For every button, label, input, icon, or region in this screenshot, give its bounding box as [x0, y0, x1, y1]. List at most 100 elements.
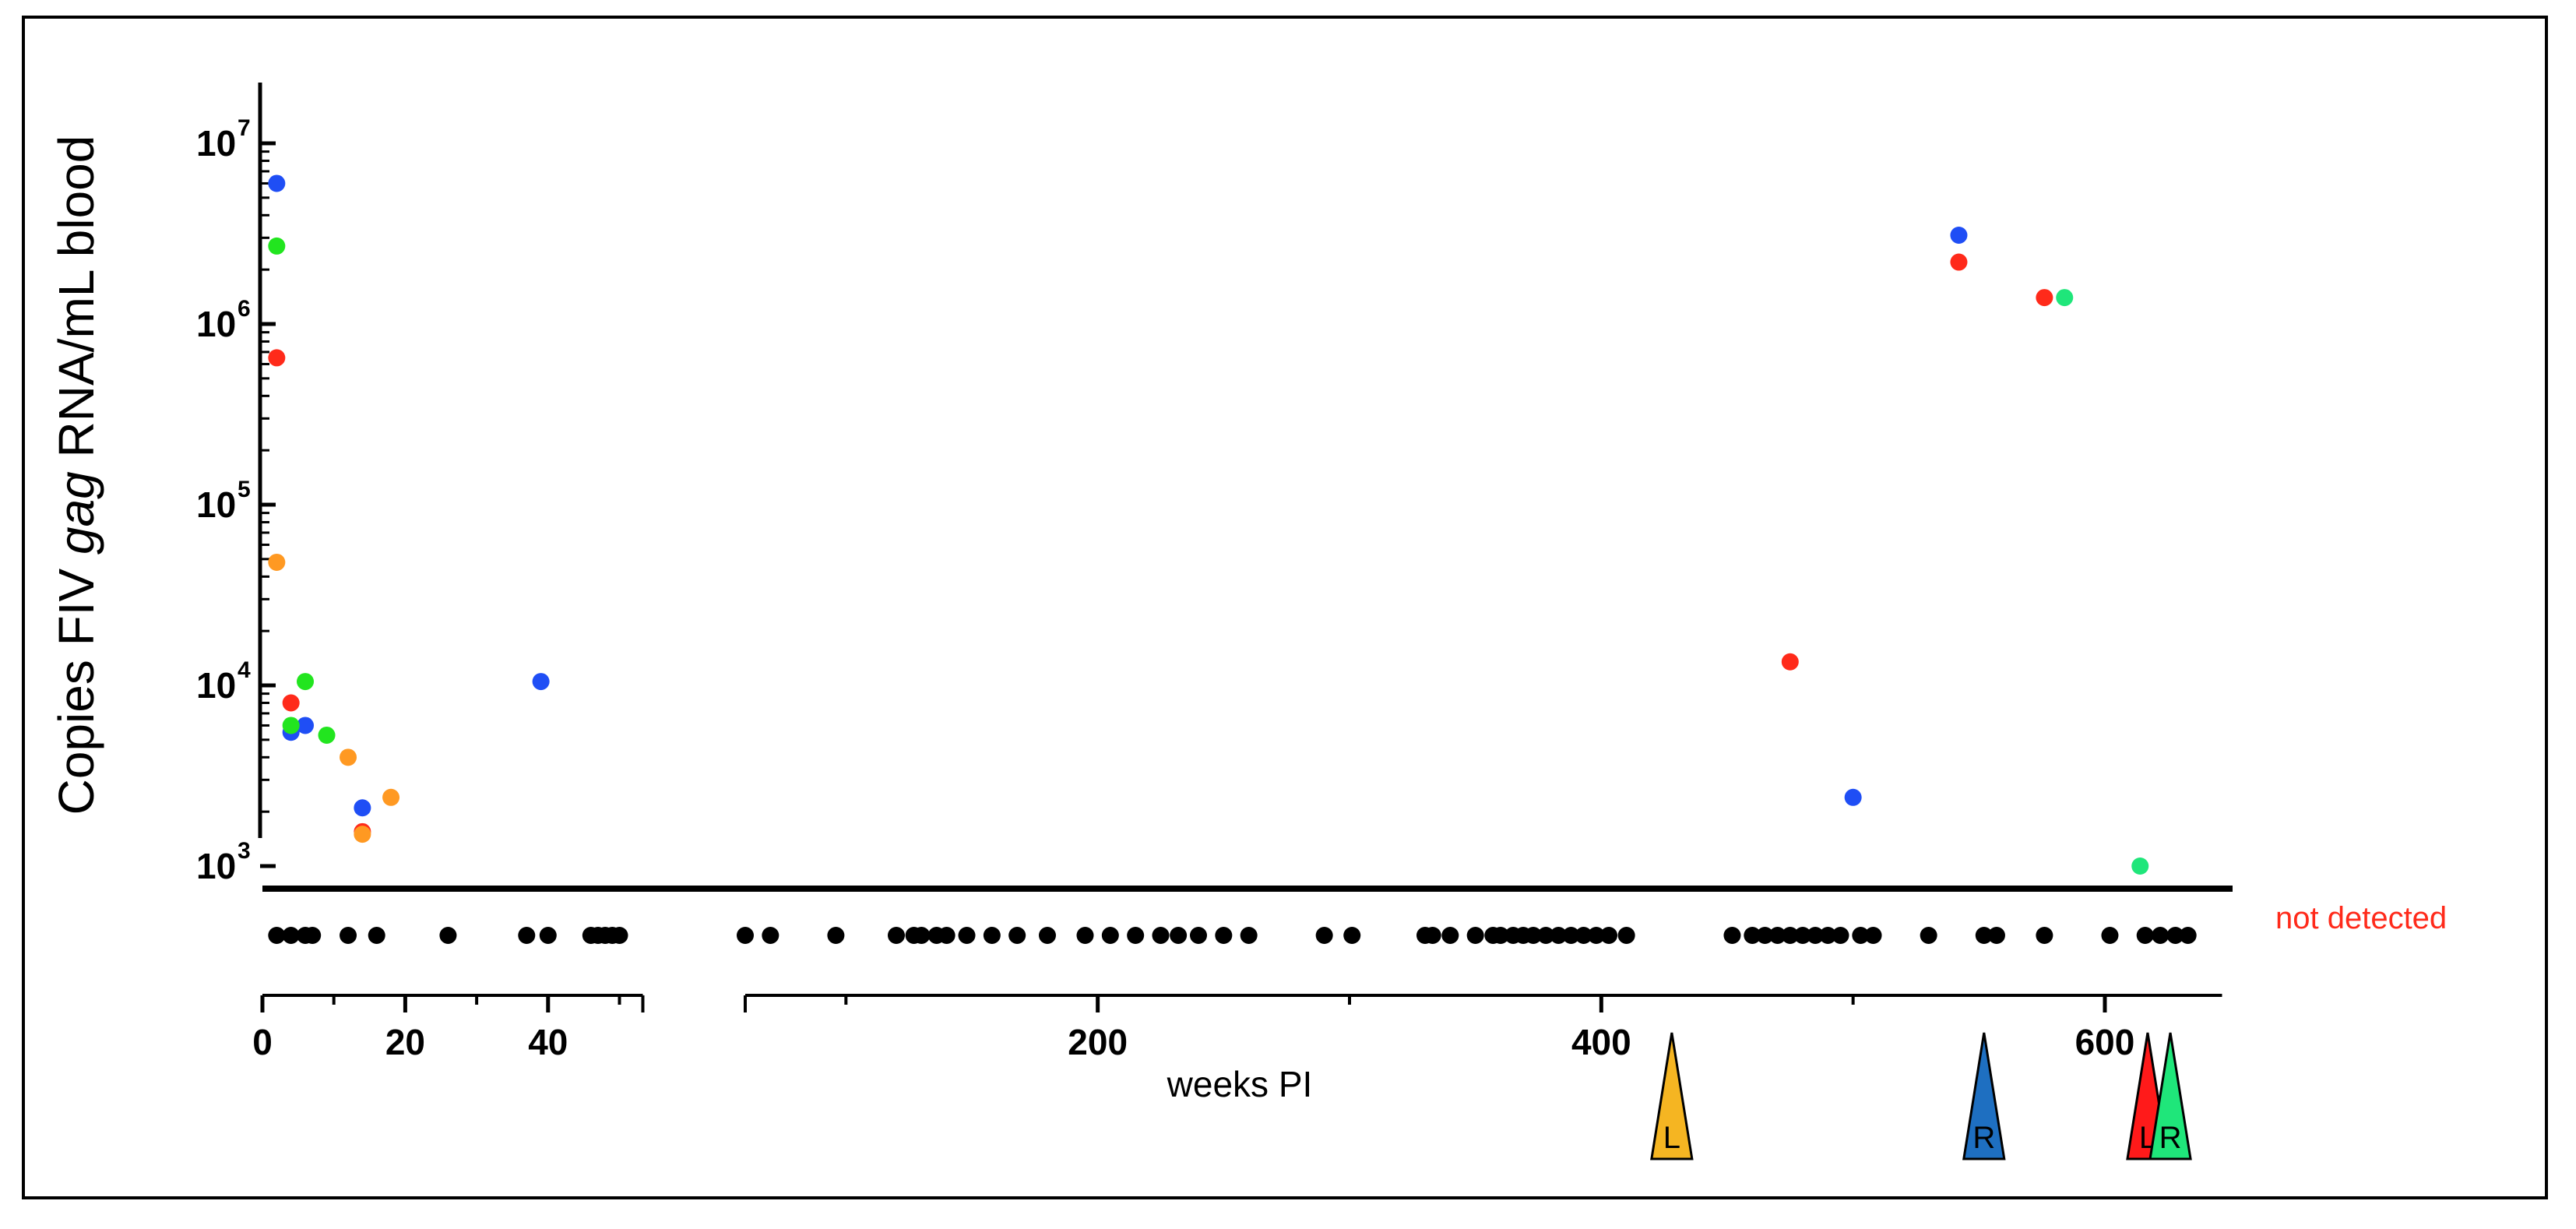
not-detected-point [1038, 927, 1056, 944]
not-detected-point [1768, 927, 1786, 944]
x-ticks: 0 20 40 200 400 600 [252, 995, 2134, 1062]
not-detected-point [1852, 927, 1870, 944]
not-detected-point [1076, 927, 1094, 944]
not-detected-point [2101, 927, 2119, 944]
not-detected-point [2136, 927, 2154, 944]
not-detected-point [1152, 927, 1170, 944]
not-detected-point [1587, 927, 1605, 944]
not-detected-point [958, 927, 976, 944]
data-point [268, 349, 286, 367]
data-points [268, 174, 2149, 875]
not-detected-point [1127, 927, 1145, 944]
y-tick-exponent: 6 [238, 296, 251, 322]
not-detected-point [1744, 927, 1761, 944]
not-detected-point [304, 927, 322, 944]
not-detected-point [1832, 927, 1849, 944]
not-detected-point [2152, 927, 2170, 944]
not-detected-point [1008, 927, 1026, 944]
not-detected-point [1315, 927, 1333, 944]
not-detected-point [282, 927, 300, 944]
not-detected-point [1756, 927, 1774, 944]
y-tick-label: 10 [196, 846, 236, 886]
x-axis: 0 20 40 200 400 600 [252, 994, 2222, 1062]
not-detected-point [1807, 927, 1825, 944]
chart-frame: 10 3 10 4 10 5 10 6 10 7 Copies FIV gag RNA/mL bl… [22, 16, 2548, 1199]
not-detected-point [938, 927, 955, 944]
x-tick-label: 200 [1068, 1022, 1128, 1062]
y-tick-exponent: 3 [238, 838, 251, 864]
not-detected-point [368, 927, 385, 944]
not-detected-point [1864, 927, 1882, 944]
not-detected-point [1423, 927, 1441, 944]
y-axis-title-italic: gag [48, 471, 104, 555]
data-point [2036, 289, 2053, 307]
not-detected-point [1170, 927, 1188, 944]
not-detected-point [1550, 927, 1568, 944]
data-point [297, 673, 315, 691]
not-detected-point [539, 927, 557, 944]
y-axis-title-part: Copies FIV [48, 555, 104, 815]
not-detected-point [983, 927, 1001, 944]
not-detected-point [1975, 927, 1993, 944]
not-detected-point [762, 927, 779, 944]
data-point [2131, 857, 2149, 875]
x-tick-label: 600 [2075, 1022, 2135, 1062]
x-axis-title: weeks PI [1167, 1064, 1313, 1104]
not-detected-point [1781, 927, 1799, 944]
not-detected-point [1101, 927, 1119, 944]
event-marker-triangle [2148, 1032, 2192, 1160]
not-detected-point [913, 927, 931, 944]
y-tick-exponent: 5 [238, 477, 251, 502]
not-detected-point [2166, 927, 2184, 944]
not-detected-point [1793, 927, 1811, 944]
not-detected-point [1617, 927, 1635, 944]
not-detected-point [887, 927, 905, 944]
y-tick-exponent: 4 [238, 657, 251, 683]
event-marker-label: R [1972, 1121, 1995, 1155]
not-detected-point [1215, 927, 1233, 944]
y-axis-title-group: Copies FIV gag RNA/mL blood [48, 136, 104, 815]
not-detected-point [1441, 927, 1459, 944]
not-detected-points [268, 927, 2197, 944]
not-detected-point [1562, 927, 1580, 944]
not-detected-point [1491, 927, 1509, 944]
not-detected-point [1240, 927, 1258, 944]
not-detected-point [439, 927, 457, 944]
y-tick-label: 10 [196, 123, 236, 164]
not-detected-point [1987, 927, 2005, 944]
data-point [1950, 227, 1968, 245]
data-point [1950, 253, 1968, 271]
data-point [532, 673, 550, 691]
not-detected-point [1189, 927, 1207, 944]
not-detected-point [1600, 927, 1618, 944]
data-point [2056, 289, 2074, 307]
not-detected-point [340, 927, 357, 944]
data-point [340, 748, 357, 766]
y-axis-title: Copies FIV gag RNA/mL blood [48, 136, 104, 815]
data-point [382, 788, 400, 806]
event-marker-label: L [1663, 1121, 1680, 1155]
y-axis-title-part: RNA/mL blood [48, 136, 104, 472]
y-tick-label: 10 [196, 665, 236, 706]
data-point [354, 799, 371, 817]
not-detected-point [1537, 927, 1555, 944]
data-point [297, 717, 315, 734]
not-detected-point [1466, 927, 1484, 944]
data-point [268, 174, 286, 192]
y-tick-exponent: 7 [238, 115, 251, 141]
event-marker-triangle [1650, 1032, 1694, 1160]
not-detected-point [737, 927, 754, 944]
x-tick-label: 400 [1571, 1022, 1631, 1062]
not-detected-point [611, 927, 628, 944]
not-detected-point [1819, 927, 1837, 944]
data-point [1781, 653, 1799, 671]
not-detected-point [2036, 927, 2053, 944]
not-detected-point [1525, 927, 1543, 944]
event-marker-triangle [1962, 1032, 2006, 1160]
data-point [1844, 788, 1862, 806]
not-detected-point [827, 927, 845, 944]
